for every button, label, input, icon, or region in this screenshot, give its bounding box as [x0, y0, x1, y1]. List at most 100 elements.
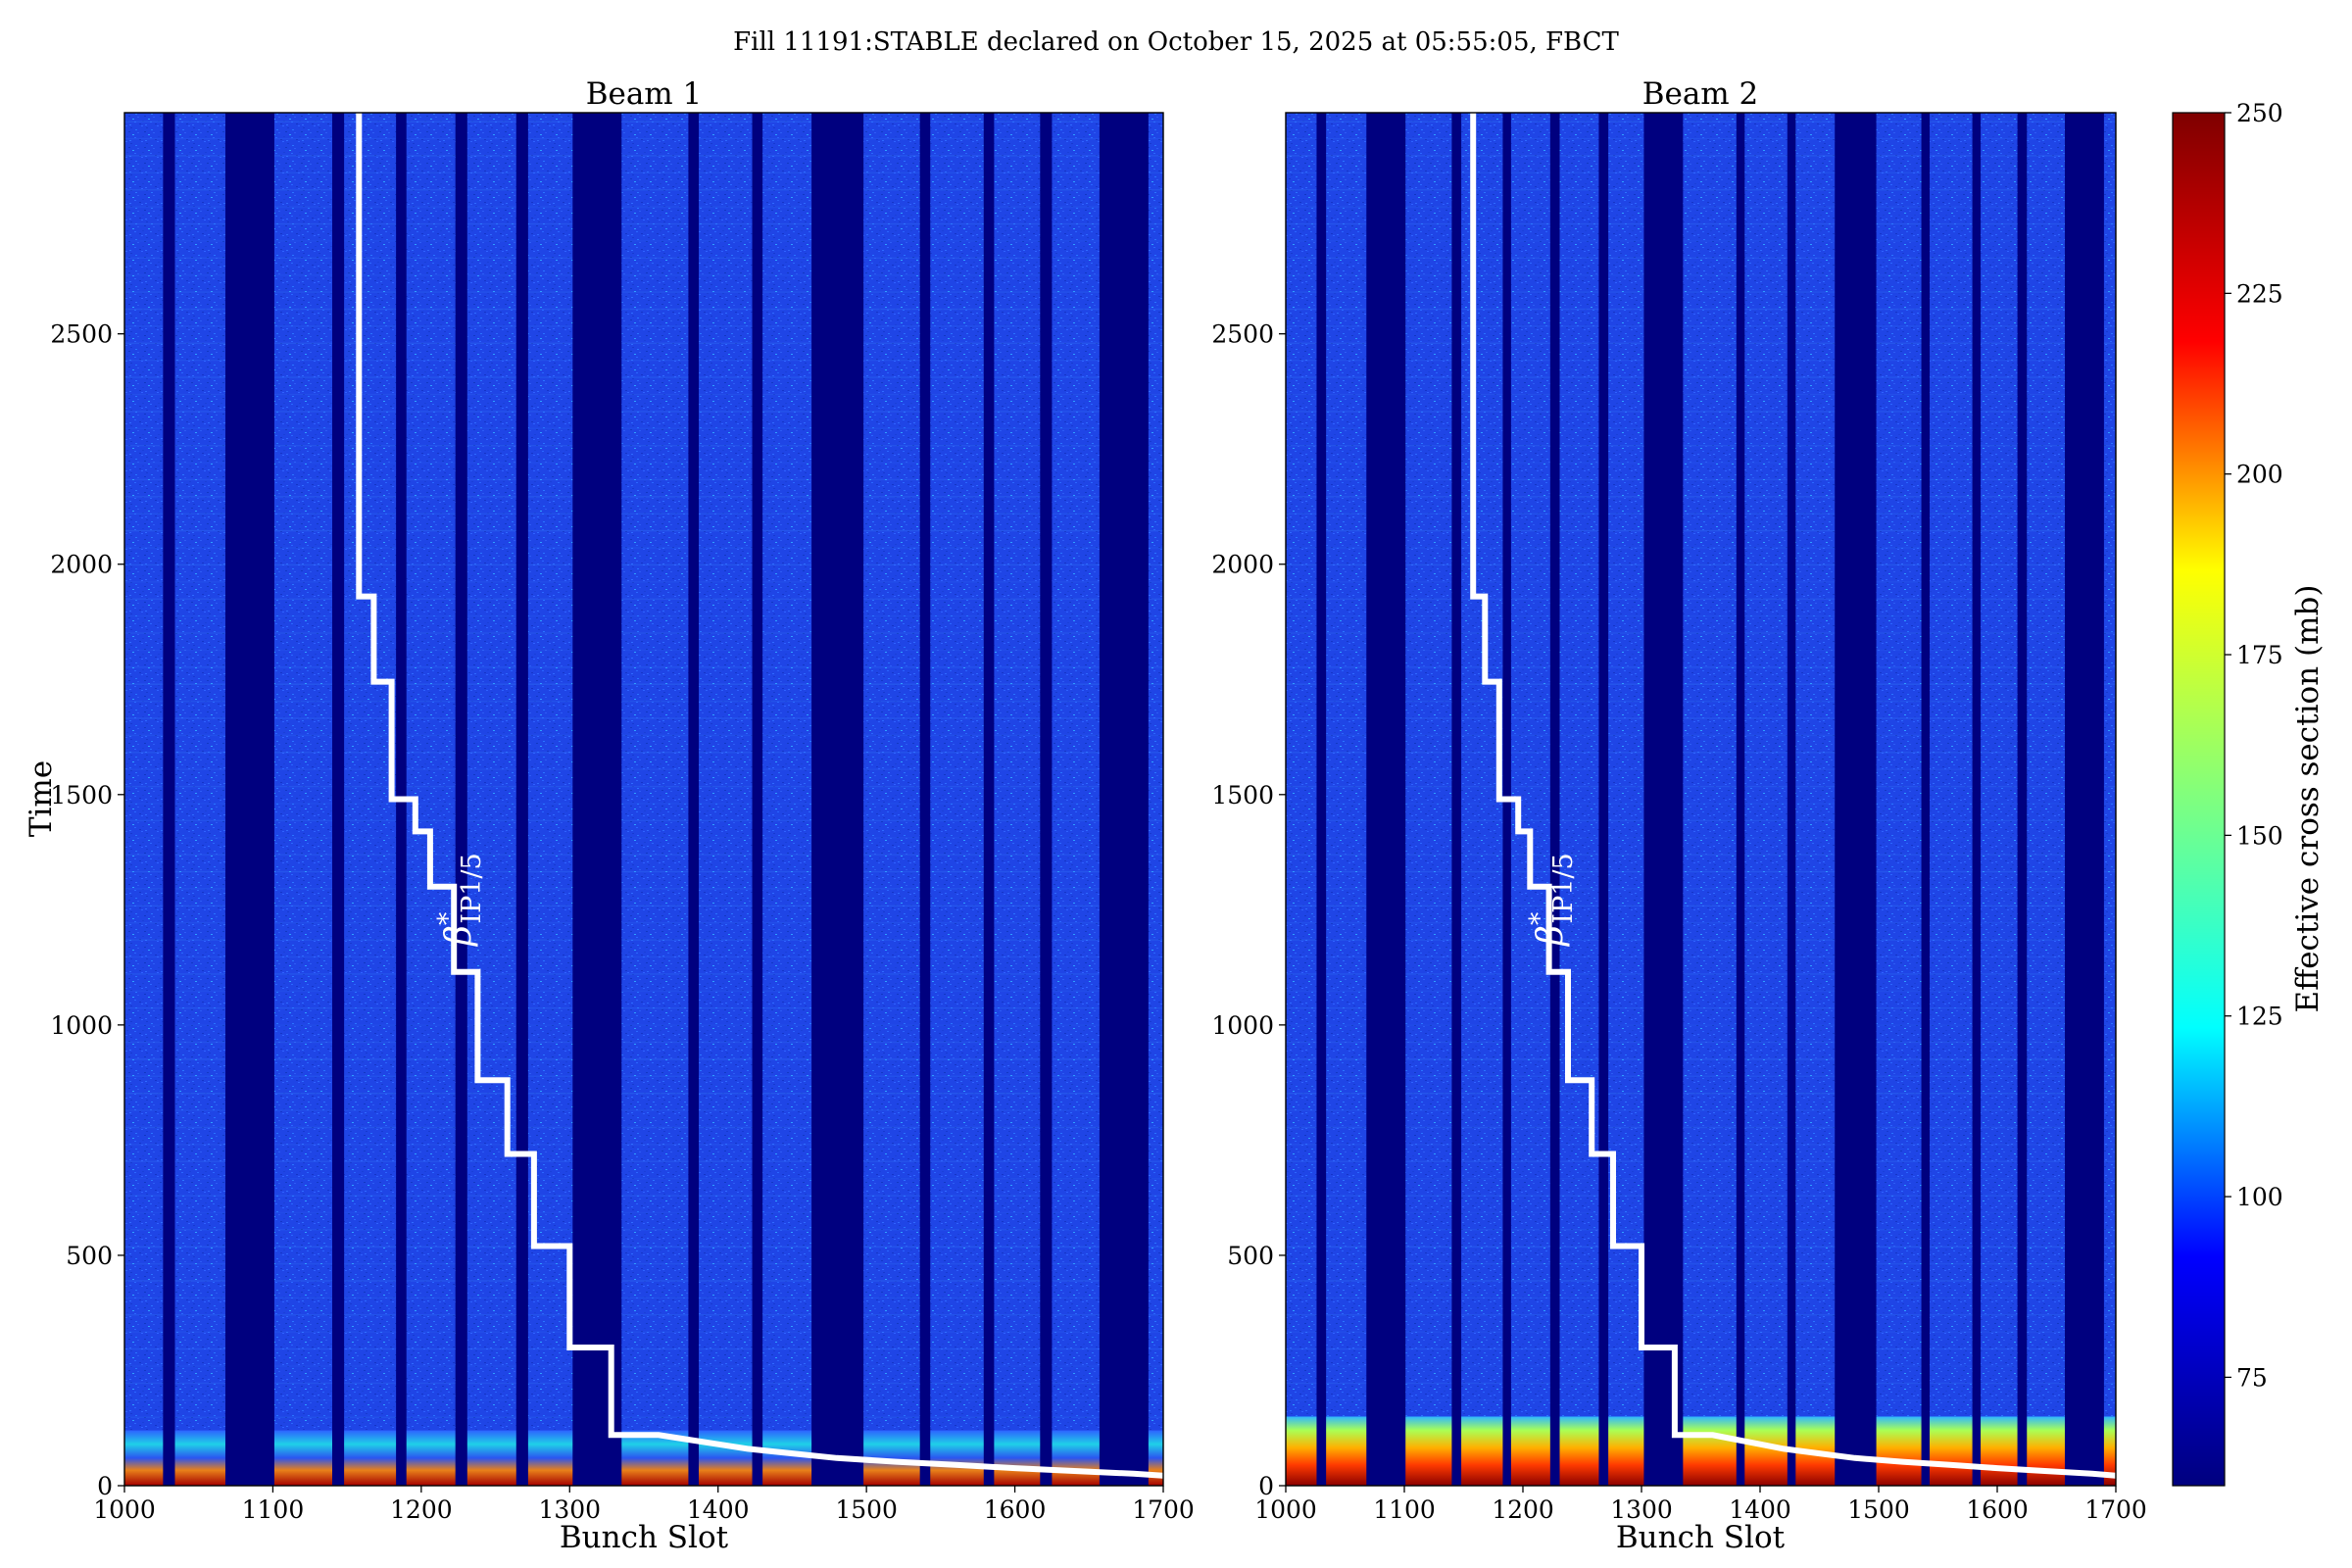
beam-2-streak [1286, 700, 2116, 703]
beam-1-streak [124, 444, 1163, 447]
beam-2-streak [1286, 683, 2116, 685]
beam-1-field [124, 113, 1163, 1486]
beam-2-streak [1286, 819, 2116, 822]
colorbar-tick-label: 150 [2236, 821, 2283, 850]
beam-1-ytick-label: 0 [97, 1472, 113, 1500]
beam-2-streak [1286, 121, 2116, 122]
beam-2-xlabel: Bunch Slot [1616, 1520, 1786, 1555]
beam-2-streak [1286, 1314, 2116, 1316]
beam-1-ytick-label: 1500 [50, 781, 113, 809]
beam-2-streak [1286, 956, 2116, 958]
beam-2-streak [1286, 1331, 2116, 1333]
beam-1-streak [124, 956, 1163, 958]
beam-2-streak [1286, 529, 2116, 532]
beam-1-empty-slot [1040, 113, 1053, 1486]
beam-1-streak [124, 1126, 1163, 1129]
beam-2-streak [1286, 222, 2116, 225]
beam-1-streak [124, 121, 1163, 122]
colorbar-tick-label: 100 [2236, 1183, 2283, 1211]
beam-2-beta-label: β*IP1/5 [1525, 853, 1579, 948]
beam-1-streak [124, 717, 1163, 719]
beam-1-streak [124, 1007, 1163, 1009]
beam-2-streak [1286, 1280, 2116, 1282]
beam-1-streak [124, 1109, 1163, 1111]
beam-1-streak [124, 1382, 1163, 1385]
beam-1-xtick-label: 1000 [93, 1495, 156, 1524]
beam-2-streak [1286, 734, 2116, 737]
beam-2-axes: 1000 1100 1200 1300 1400 1500 1600 1700 0 500 1000… [1211, 112, 2147, 1524]
beam-1-ytick-label: 2500 [50, 320, 113, 349]
beam-1-streak [124, 1280, 1163, 1282]
beam-1-streak [124, 1024, 1163, 1026]
beam-2-streak [1286, 325, 2116, 327]
beam-1-streak [124, 189, 1163, 191]
beam-2-empty-slot [1549, 113, 1560, 1486]
beam-2-early-hot-band [1286, 1416, 2116, 1486]
beam-1-ytick-label: 1000 [50, 1011, 113, 1040]
beam-2-streak [1286, 598, 2116, 600]
beam-2-streak [1286, 768, 2116, 770]
beam-2-xtick-label: 1500 [1847, 1495, 1910, 1524]
beam-2-streak [1286, 1092, 2116, 1095]
beam-1-streak [124, 990, 1163, 993]
beam-2-streak [1286, 444, 2116, 447]
beam-1-empty-slot [688, 113, 700, 1486]
beam-1-ylabel: Time [24, 760, 59, 837]
colorbar-tick-label: 175 [2236, 641, 2283, 669]
beam-1-empty-slot [515, 113, 528, 1486]
beam-1-early-hot-band [124, 1430, 1163, 1486]
beam-2-streak [1286, 632, 2116, 634]
beam-2-title: Beam 2 [1642, 76, 1759, 112]
colorbar-tick-label: 200 [2236, 461, 2283, 489]
beam-2-ytick-label: 0 [1258, 1472, 1274, 1500]
beam-2-streak [1286, 155, 2116, 157]
beam-1-streak [124, 939, 1163, 941]
beam-1-empty-slot [752, 113, 763, 1486]
beam-2-ytick-label: 500 [1227, 1242, 1274, 1270]
beam-1-streak [124, 291, 1163, 293]
beam-1-streak [124, 837, 1163, 839]
beam-2-empty-slot [1316, 113, 1327, 1486]
beam-2-streak [1286, 1229, 2116, 1231]
beam-1-beta-label: β*IP1/5 [433, 853, 487, 948]
colorbar-tick-label: 125 [2236, 1003, 2283, 1031]
beam-1-streak [124, 752, 1163, 754]
beam-1-streak [124, 1314, 1163, 1316]
beam-1-streak [124, 1348, 1163, 1350]
beam-2-streak [1286, 752, 2116, 754]
beam-1-xtick-label: 1700 [1132, 1495, 1195, 1524]
beam-2-xtick-label: 1200 [1492, 1495, 1554, 1524]
beam-1-streak [124, 1195, 1163, 1197]
beam-1-streak [124, 342, 1163, 344]
beam-2-streak [1286, 1246, 2116, 1248]
colorbar-tick-label: 250 [2236, 99, 2283, 127]
beam-1-ytick-label: 2000 [50, 551, 113, 579]
beam-2-streak [1286, 1177, 2116, 1180]
beam-2-streak [1286, 1109, 2116, 1111]
beam-1-streak [124, 1058, 1163, 1060]
beam-2-empty-slot [1736, 113, 1745, 1486]
beam-2-empty-slot [1598, 113, 1609, 1486]
beam-1-empty-slot [1099, 113, 1149, 1486]
beam-1-xtick-label: 1400 [687, 1495, 750, 1524]
beam-1-streak [124, 547, 1163, 549]
beam-1-empty-slot [811, 113, 864, 1486]
beam-1-streak [124, 768, 1163, 770]
beam-2-streak [1286, 1160, 2116, 1162]
beam-2-streak [1286, 172, 2116, 174]
beam-2-xtick-label: 1700 [2084, 1495, 2147, 1524]
beam-2-empty-slot [1835, 113, 1877, 1486]
beam-1-streak [124, 581, 1163, 583]
beam-1-streak [124, 1262, 1163, 1265]
beam-1-streak [124, 1144, 1163, 1146]
beam-2-ytick-label: 1000 [1211, 1011, 1274, 1040]
beam-1-streak [124, 700, 1163, 703]
beam-2-streak [1286, 1195, 2116, 1197]
beam-1-streak [124, 274, 1163, 276]
beam-1-streak [124, 427, 1163, 429]
beam-1-streak [124, 888, 1163, 890]
beam-1-streak [124, 1211, 1163, 1214]
beam-1-streak [124, 325, 1163, 327]
beam-1-streak [124, 632, 1163, 634]
